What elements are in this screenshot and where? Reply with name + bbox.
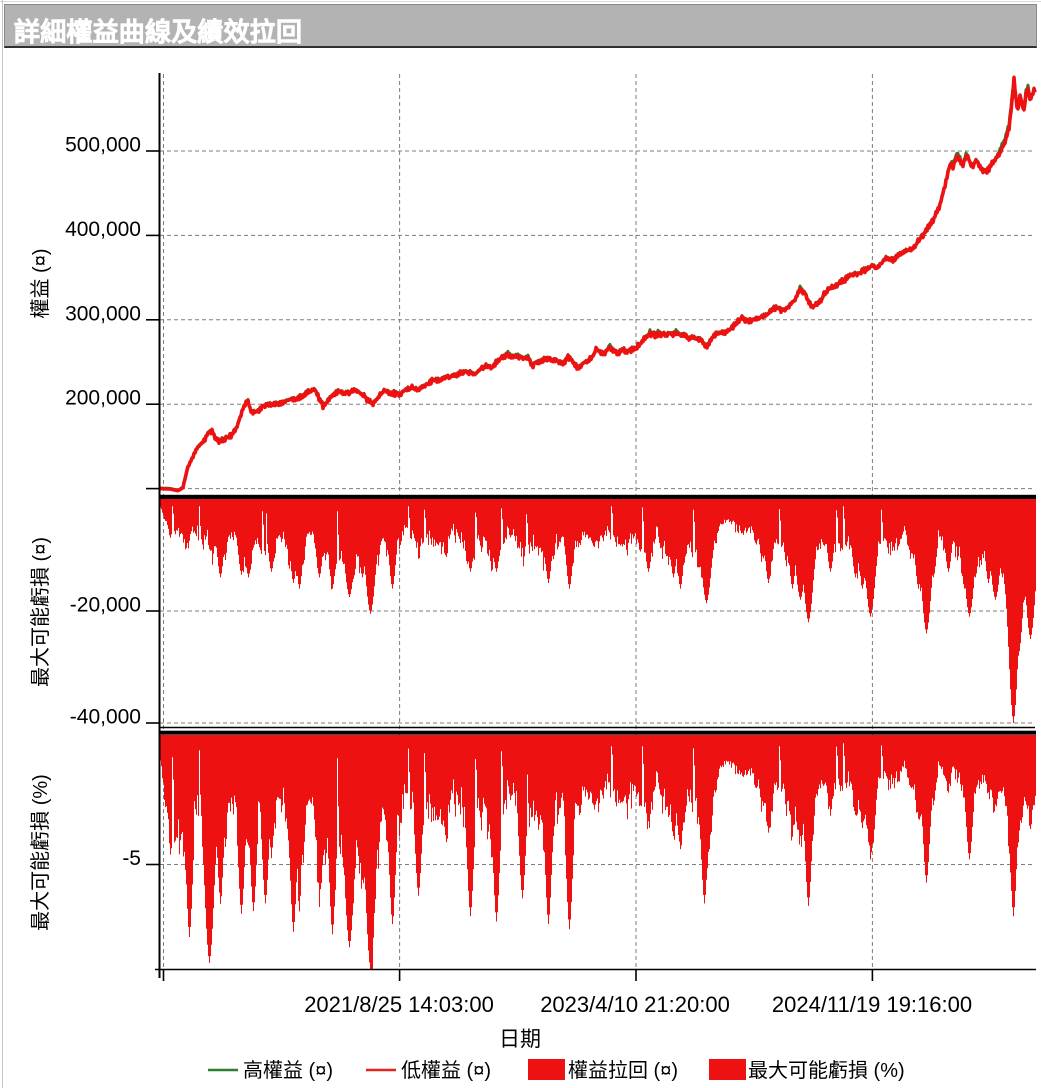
- svg-text:-5: -5: [122, 847, 141, 870]
- svg-text:權益拉回 (¤): 權益拉回 (¤): [568, 1059, 678, 1082]
- svg-text:高權益 (¤): 高權益 (¤): [243, 1059, 333, 1082]
- svg-text:低權益 (¤): 低權益 (¤): [401, 1059, 491, 1082]
- svg-text:2024/11/19 19:16:00: 2024/11/19 19:16:00: [772, 992, 972, 1017]
- svg-text:最大可能虧損 (%): 最大可能虧損 (%): [29, 774, 52, 931]
- svg-text:2023/4/10 21:20:00: 2023/4/10 21:20:00: [540, 992, 730, 1017]
- svg-text:400,000: 400,000: [65, 218, 141, 241]
- svg-text:2021/8/25 14:03:00: 2021/8/25 14:03:00: [304, 992, 494, 1017]
- svg-text:300,000: 300,000: [65, 302, 141, 325]
- svg-text:-20,000: -20,000: [70, 594, 141, 617]
- svg-text:200,000: 200,000: [65, 387, 141, 410]
- svg-text:最大可能虧損 (%): 最大可能虧損 (%): [748, 1059, 905, 1082]
- svg-text:權益 (¤): 權益 (¤): [29, 249, 52, 319]
- svg-text:-40,000: -40,000: [70, 706, 141, 729]
- svg-text:最大可能虧損 (¤): 最大可能虧損 (¤): [29, 537, 52, 687]
- svg-text:500,000: 500,000: [65, 134, 141, 157]
- svg-text:日期: 日期: [499, 1028, 541, 1051]
